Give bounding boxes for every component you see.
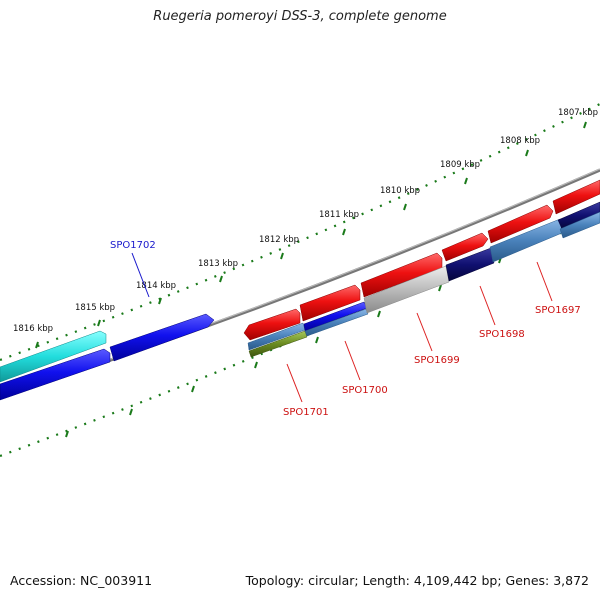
tick-1808 [525, 149, 529, 157]
left-gene-group[interactable] [0, 313, 215, 401]
leader-spo1700 [344, 340, 361, 381]
kbp-label-1808: 1808 kbp [500, 136, 540, 146]
kbp-label-1807: 1807 kbp [558, 108, 598, 118]
gene-spo1699-rev[interactable] [363, 265, 450, 314]
gene-navy-right-edge[interactable] [557, 201, 600, 230]
tick-1813 [219, 275, 223, 283]
gene-label-spo1702[interactable]: SPO1702 [110, 240, 156, 251]
kbp-label-1812: 1812 kbp [259, 235, 299, 245]
gene-red-right-edge[interactable] [552, 179, 600, 215]
tick-1814 [158, 297, 162, 305]
tick-1812 [280, 252, 284, 260]
gene-spo1701-olive[interactable] [248, 330, 308, 358]
leader-spo1699 [416, 312, 433, 352]
gene-cyan-left[interactable] [0, 330, 107, 383]
gene-spo1702[interactable] [109, 313, 215, 362]
leader-spo1697 [536, 261, 553, 302]
gene-label-spo1700[interactable]: SPO1700 [342, 385, 388, 396]
kbp-label-1810: 1810 kbp [380, 186, 420, 196]
kbp-label-1814: 1814 kbp [136, 281, 176, 291]
gene-spo1697-fwd[interactable] [487, 204, 554, 244]
gene-spo1698-fwd[interactable] [441, 232, 489, 262]
tick-1811 [342, 228, 346, 236]
genome-stats-text: Topology: circular; Length: 4,109,442 bp… [245, 573, 589, 588]
kbp-label-1813: 1813 kbp [198, 259, 238, 269]
tick-1815 [97, 319, 101, 327]
kbp-label-1815: 1815 kbp [75, 303, 115, 313]
gene-spo1700-fwd[interactable] [299, 284, 361, 322]
leader-spo1702 [131, 252, 150, 298]
tick-1816 [35, 341, 39, 349]
kbp-label-1816: 1816 kbp [13, 324, 53, 334]
tick-1810 [403, 203, 407, 211]
label-leaders [131, 252, 553, 403]
gene-label-spo1697[interactable]: SPO1697 [535, 305, 581, 316]
inner-scale-track [0, 205, 600, 458]
forward-gene-row[interactable] [243, 179, 600, 341]
tick-1809 [464, 177, 468, 185]
leader-spo1698 [479, 285, 496, 326]
kbp-scale: 1807 kbp 1808 kbp 1809 kbp 1810 kbp 1811… [13, 108, 598, 334]
reverse-gene-row[interactable] [247, 201, 600, 358]
gene-spo1701-fwd[interactable] [243, 308, 301, 341]
gene-label-spo1701[interactable]: SPO1701 [283, 407, 329, 418]
gene-spo1700-steel[interactable] [304, 308, 369, 337]
major-ticks [35, 121, 587, 349]
kbp-label-1809: 1809 kbp [440, 160, 480, 170]
gene-blue-left-lower[interactable] [0, 348, 111, 401]
gene-steel-right-edge[interactable] [559, 211, 600, 239]
gene-label-spo1699[interactable]: SPO1699 [414, 355, 460, 366]
accession-text: Accession: NC_003911 [10, 573, 153, 588]
gene-labels[interactable]: SPO1702 SPO1701 SPO1700 SPO1699 SPO1698 … [110, 240, 581, 418]
kbp-label-1811: 1811 kbp [319, 210, 359, 220]
leader-spo1701 [286, 363, 303, 403]
outer-scale-track [0, 103, 600, 362]
gene-spo1699-fwd[interactable] [360, 252, 443, 298]
gene-label-spo1698[interactable]: SPO1698 [479, 329, 525, 340]
gene-spo1698-rev[interactable] [445, 247, 495, 282]
genome-title: Ruegeria pomeroyi DSS-3, complete genome [153, 9, 447, 24]
tick-1807 [583, 121, 587, 129]
